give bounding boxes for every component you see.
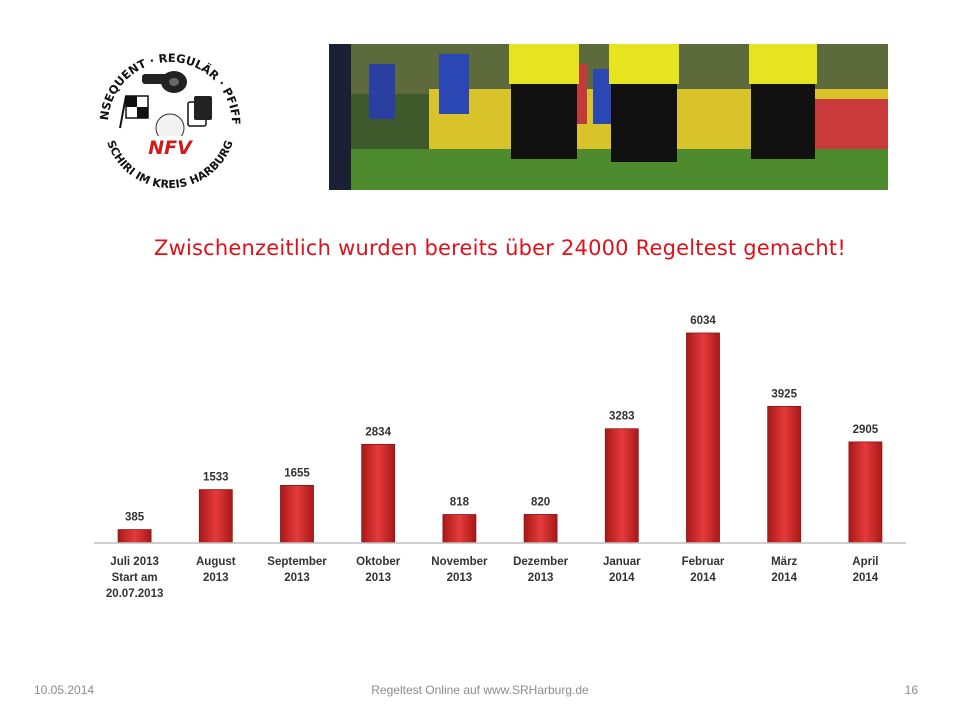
- data-label-6: 3283: [609, 411, 635, 423]
- bar-7: [686, 332, 720, 544]
- category-label-0: Juli 2013 Start am 20.07.2013: [106, 556, 164, 600]
- headline: Zwischenzeitlich wurden bereits über 240…: [154, 236, 846, 260]
- regeltest-bar-chart: 385 Juli 2013 Start am 20.07.2013 1533 August…: [94, 315, 906, 600]
- bar-9: [848, 441, 883, 544]
- bar-4: [442, 514, 477, 544]
- bar-2: [280, 485, 314, 544]
- assistant-flag-icon: [119, 95, 149, 129]
- category-label-7: Februar 2014: [682, 556, 725, 584]
- data-label-4: 818: [450, 497, 470, 509]
- category-label-8: März 2014: [771, 556, 797, 584]
- footer-date: 10.05.2014: [34, 683, 95, 697]
- bar-1: [198, 489, 233, 544]
- data-label-3: 2834: [365, 426, 391, 438]
- bar-5: [523, 514, 558, 544]
- bar-0: [117, 529, 152, 544]
- data-label-8: 3925: [771, 388, 797, 400]
- data-label-7: 6034: [690, 315, 716, 327]
- referees-photo: [329, 44, 888, 190]
- category-label-9: April 2014: [852, 556, 878, 584]
- bar-8: [767, 405, 802, 544]
- data-label-1: 1533: [203, 472, 229, 484]
- cards-icon: [187, 96, 212, 127]
- category-label-3: Oktober 2013: [356, 556, 401, 584]
- data-label-0: 385: [125, 512, 145, 524]
- data-label-5: 820: [531, 496, 550, 508]
- data-label-9: 2905: [853, 424, 879, 436]
- category-label-5: Dezember 2013: [513, 556, 568, 584]
- category-label-4: November 2013: [431, 556, 488, 584]
- bar-3: [361, 443, 396, 544]
- category-label-2: September 2013: [267, 556, 327, 584]
- bar-6: [604, 428, 639, 544]
- category-label-1: August 2013: [196, 556, 236, 584]
- svg-text:NFV: NFV: [148, 137, 193, 159]
- data-label-2: 1655: [284, 467, 310, 479]
- whistle-icon: [142, 71, 187, 93]
- category-label-6: Januar 2014: [603, 556, 641, 584]
- footer-site: Regeltest Online auf www.SRHarburg.de: [371, 683, 589, 697]
- nfv-referee-logo: KONSEQUENT · REGULÄR · PFIFFIG SCHIRI IM…: [90, 36, 243, 191]
- nfv-badge: NFV: [142, 136, 198, 159]
- footer-page-number: 16: [904, 683, 918, 697]
